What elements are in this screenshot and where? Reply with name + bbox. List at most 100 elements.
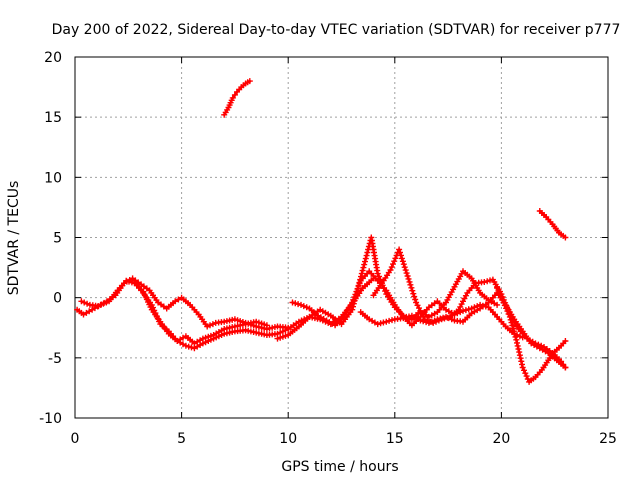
data-point xyxy=(185,343,192,350)
data-point xyxy=(207,336,214,343)
data-point xyxy=(362,258,368,265)
data-point xyxy=(410,290,417,297)
data-point xyxy=(430,319,437,326)
data-point xyxy=(246,78,253,85)
data-point xyxy=(406,313,412,320)
data-point xyxy=(392,255,399,262)
data-point xyxy=(397,249,403,256)
data-point xyxy=(362,255,369,262)
data-point xyxy=(361,261,368,268)
data-point xyxy=(504,308,511,315)
data-point xyxy=(360,264,367,271)
data-point xyxy=(215,333,222,340)
data-point xyxy=(511,331,518,338)
data-point xyxy=(435,317,442,324)
data-point xyxy=(363,252,370,259)
data-point xyxy=(207,322,213,329)
data-point xyxy=(365,246,372,253)
chart-title: Day 200 of 2022, Sidereal Day-to-day VTE… xyxy=(52,22,621,38)
data-point xyxy=(303,304,310,311)
data-point xyxy=(538,342,545,349)
data-point xyxy=(247,321,254,328)
series-track-j xyxy=(536,208,569,241)
data-point xyxy=(399,258,406,265)
data-point xyxy=(401,264,408,271)
data-point xyxy=(506,313,513,320)
data-point xyxy=(289,299,296,306)
data-point xyxy=(352,291,359,298)
data-point xyxy=(376,273,382,280)
data-point xyxy=(300,303,307,310)
data-point xyxy=(400,315,407,322)
data-point xyxy=(359,267,366,274)
data-point xyxy=(182,342,189,349)
data-point xyxy=(374,321,381,328)
data-point xyxy=(407,281,414,288)
data-point xyxy=(462,307,469,314)
y-tick-label: 5 xyxy=(53,231,62,247)
data-point xyxy=(427,318,434,325)
data-point xyxy=(389,317,395,324)
x-tick-label: 0 xyxy=(71,431,80,447)
y-tick-label: 0 xyxy=(53,291,62,307)
data-point xyxy=(421,316,428,323)
y-tick-label: 20 xyxy=(44,50,62,66)
data-point xyxy=(409,287,416,294)
data-point xyxy=(396,246,403,253)
data-point xyxy=(390,261,396,268)
data-point xyxy=(562,364,569,371)
data-point xyxy=(391,258,398,265)
data-point xyxy=(172,298,179,305)
series-track-g xyxy=(370,246,569,371)
data-point xyxy=(514,342,521,349)
data-point xyxy=(562,234,569,241)
data-point xyxy=(507,316,514,323)
data-point xyxy=(487,277,493,284)
data-point xyxy=(510,328,517,335)
data-point xyxy=(532,340,539,347)
data-point xyxy=(405,275,412,282)
y-tick-label: 15 xyxy=(44,110,62,126)
data-point xyxy=(383,318,390,325)
data-point xyxy=(441,315,448,322)
data-point xyxy=(204,323,211,330)
data-point xyxy=(404,273,411,279)
data-point xyxy=(298,301,304,308)
data-point xyxy=(411,293,418,300)
data-point xyxy=(199,340,206,347)
y-tick-label: 10 xyxy=(44,170,62,186)
axis-ticks: 0 5 10 15 20 25 -10 -5 0 5 10 15 20 xyxy=(39,50,617,447)
data-point xyxy=(81,299,88,306)
data-point xyxy=(400,261,407,268)
y-axis-label: SDTVAR / TECUs xyxy=(6,181,22,296)
data-point xyxy=(481,279,488,285)
grid xyxy=(75,57,608,418)
data-point xyxy=(494,301,501,308)
data-point xyxy=(508,319,515,326)
data-point xyxy=(509,322,516,329)
data-point xyxy=(535,341,542,348)
data-point xyxy=(465,306,472,313)
data-point xyxy=(424,317,431,324)
data-point xyxy=(377,320,384,327)
data-point xyxy=(380,319,387,326)
data-point xyxy=(398,255,405,262)
data-point xyxy=(292,300,299,307)
data-point xyxy=(398,252,404,259)
data-point xyxy=(209,321,216,328)
data-point xyxy=(295,301,302,308)
series-track-i xyxy=(221,78,253,118)
data-point xyxy=(84,300,91,307)
data-point xyxy=(562,338,569,344)
data-point xyxy=(558,358,565,365)
x-tick-label: 5 xyxy=(177,431,186,447)
data-point xyxy=(175,296,182,303)
data-point xyxy=(403,314,410,321)
data-point xyxy=(417,317,424,324)
data-point xyxy=(406,278,413,285)
data-point xyxy=(438,316,445,323)
data-point xyxy=(433,318,439,325)
data-point xyxy=(78,298,85,305)
